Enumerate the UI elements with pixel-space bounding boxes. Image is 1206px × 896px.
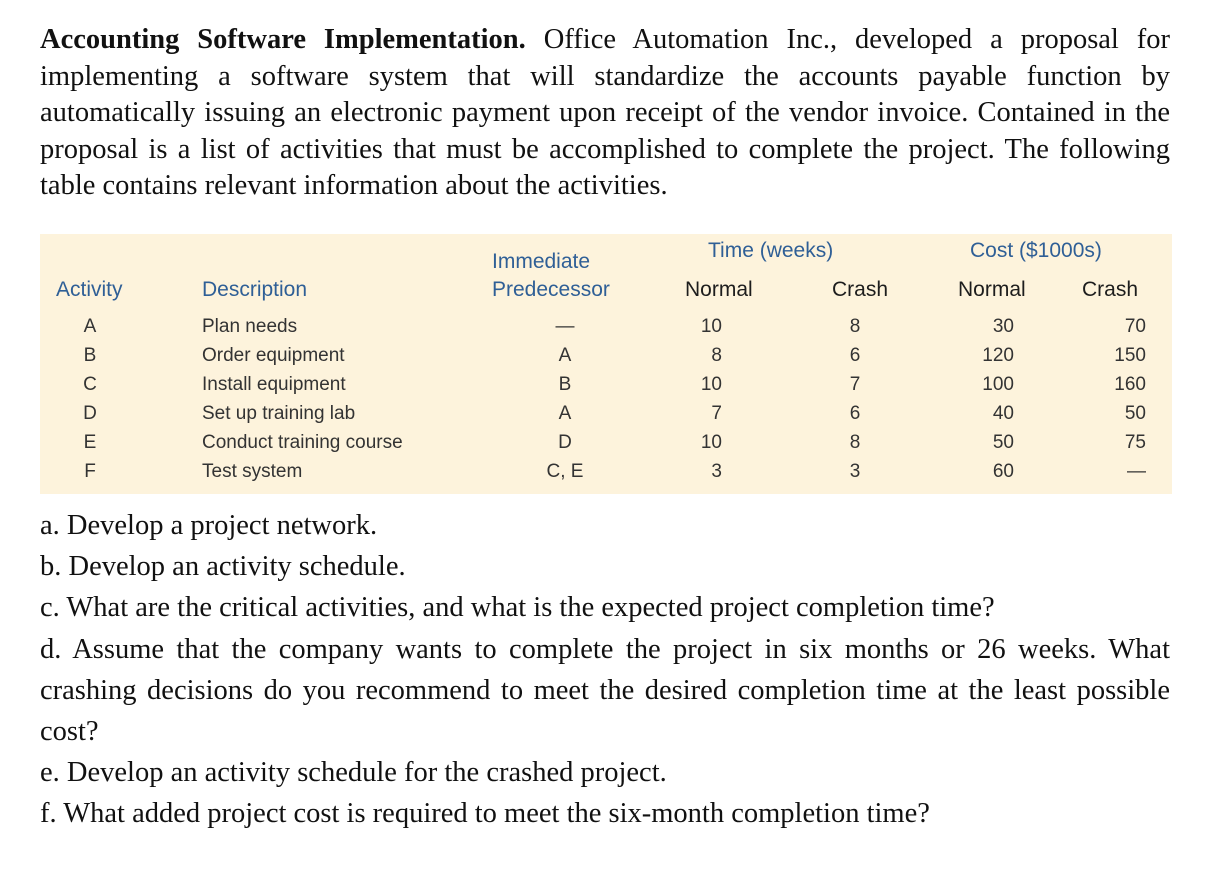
cell-time-normal: 7 (711, 403, 722, 424)
cell-activity: A (83, 316, 97, 337)
header-time-crash: Crash (832, 278, 889, 301)
cell-description: Order equipment (202, 345, 345, 366)
cell-time-normal: 10 (700, 432, 722, 453)
question-text: What added project cost is required to m… (63, 798, 930, 830)
problem-body: Office Automation Inc., developed a prop… (40, 24, 1171, 201)
question-a: a. Develop a project network. (40, 505, 1170, 546)
cell-activity: F (84, 461, 96, 482)
cell-description: Conduct training course (202, 432, 403, 453)
cell-predecessor: A (558, 403, 572, 424)
question-text: Develop an activity schedule. (68, 551, 406, 583)
header-immediate: Immediate (492, 250, 591, 273)
cell-predecessor: C, E (546, 461, 584, 482)
question-label: c. (40, 592, 60, 624)
question-d: d. Assume that the company wants to comp… (40, 629, 1170, 753)
header-cost-normal: Normal (958, 278, 1026, 301)
question-e: e. Develop an activity schedule for the … (40, 752, 1170, 793)
cell-description: Install equipment (202, 374, 346, 395)
header-time-group: Time (weeks) (708, 239, 834, 262)
question-label: b. (40, 551, 62, 583)
cell-description: Plan needs (202, 316, 298, 337)
question-label: d. (40, 633, 62, 665)
question-text: Develop an activity schedule for the cra… (66, 757, 667, 789)
question-f: f. What added project cost is required t… (40, 793, 1170, 834)
problem-title: Accounting Software Implementation. (40, 24, 526, 55)
cell-description: Set up training lab (202, 403, 356, 424)
cell-activity: D (83, 403, 97, 424)
header-time-normal: Normal (685, 278, 753, 301)
cell-predecessor: B (558, 374, 572, 395)
question-text: Assume that the company wants to complet… (40, 633, 1170, 748)
cell-description: Test system (202, 461, 303, 482)
cell-cost-normal: 120 (982, 345, 1014, 366)
question-text: What are the critical activities, and wh… (66, 592, 995, 624)
cell-time-crash: 6 (849, 345, 861, 366)
question-label: f. (40, 798, 57, 830)
cell-cost-crash: 70 (1124, 316, 1146, 337)
cell-time-crash: 7 (849, 374, 861, 395)
question-list: a. Develop a project network. b. Develop… (40, 505, 1170, 835)
header-cost-crash: Crash (1082, 278, 1139, 301)
cell-time-normal: 10 (700, 316, 722, 337)
cell-cost-crash: 50 (1124, 403, 1146, 424)
problem-intro: Accounting Software Implementation. Offi… (40, 22, 1170, 205)
cell-activity: E (83, 432, 97, 453)
cell-cost-normal: 50 (992, 432, 1014, 453)
cell-time-crash: 6 (849, 403, 861, 424)
cell-time-crash: 8 (849, 316, 861, 337)
cell-predecessor: A (558, 345, 572, 366)
cell-activity: C (83, 374, 97, 395)
cell-time-normal: 8 (711, 345, 722, 366)
cell-time-crash: 3 (849, 461, 861, 482)
cell-time-normal: 3 (711, 461, 722, 482)
cell-predecessor: D (558, 432, 572, 453)
cell-activity: B (83, 345, 97, 366)
header-cost-group: Cost ($1000s) (970, 239, 1102, 262)
cell-time-crash: 8 (849, 432, 861, 453)
cell-cost-crash: — (1127, 461, 1146, 482)
question-label: e. (40, 757, 60, 789)
cell-cost-normal: 60 (992, 461, 1014, 482)
cell-cost-crash: 150 (1114, 345, 1146, 366)
cell-cost-normal: 100 (982, 374, 1014, 395)
question-label: a. (40, 510, 60, 541)
cell-cost-crash: 160 (1114, 374, 1146, 395)
activity-table: Immediate Time (weeks) Cost ($1000s) Act… (40, 234, 1172, 494)
question-c: c. What are the critical activities, and… (40, 587, 1170, 628)
cell-cost-normal: 30 (992, 316, 1014, 337)
cell-time-normal: 10 (700, 374, 722, 395)
question-text: Develop a project network. (66, 510, 378, 541)
header-predecessor: Predecessor (492, 278, 610, 301)
question-b: b. Develop an activity schedule. (40, 546, 1170, 587)
header-activity: Activity (56, 278, 123, 301)
cell-cost-normal: 40 (992, 403, 1014, 424)
cell-cost-crash: 75 (1124, 432, 1146, 453)
header-description: Description (202, 278, 308, 301)
cell-predecessor: — (555, 316, 575, 337)
